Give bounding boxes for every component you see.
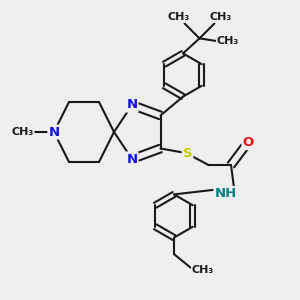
Text: CH₃: CH₃	[11, 127, 34, 137]
Text: N: N	[126, 98, 138, 112]
Text: NH: NH	[214, 187, 237, 200]
Text: CH₃: CH₃	[167, 12, 190, 22]
Text: N: N	[48, 125, 60, 139]
Text: S: S	[183, 146, 192, 160]
Text: CH₃: CH₃	[210, 12, 232, 22]
Text: CH₃: CH₃	[217, 36, 239, 46]
Text: O: O	[242, 136, 254, 149]
Text: CH₃: CH₃	[192, 265, 214, 275]
Text: N: N	[126, 152, 138, 166]
